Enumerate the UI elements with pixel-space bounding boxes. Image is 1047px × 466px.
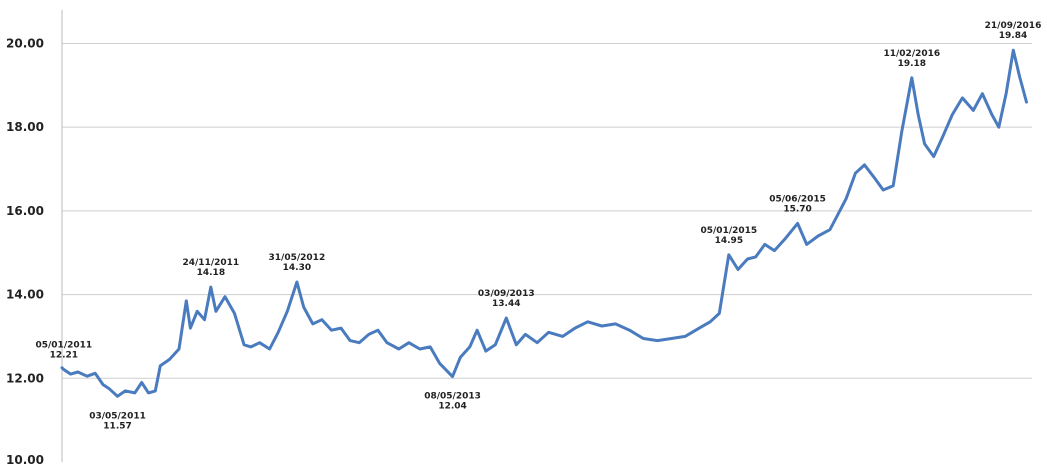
gridlines bbox=[62, 42, 1032, 379]
y-tick-label: 14.00 bbox=[6, 288, 44, 302]
annotation-value: 12.21 bbox=[50, 351, 78, 361]
annotation-value: 12.04 bbox=[438, 402, 466, 412]
annotation-value: 14.18 bbox=[197, 268, 225, 278]
annotation-value: 11.57 bbox=[103, 421, 131, 431]
y-tick-labels: 10.00 12.00 14.00 16.00 18.00 20.00 bbox=[6, 36, 44, 466]
annotation-date: 31/05/2012 bbox=[269, 253, 326, 263]
y-tick-label: 18.00 bbox=[6, 120, 44, 134]
annotation-value: 13.44 bbox=[492, 299, 520, 309]
annotation-date: 05/06/2015 bbox=[769, 194, 826, 204]
annotation-value: 14.95 bbox=[715, 236, 743, 246]
annotation-value: 19.18 bbox=[898, 59, 926, 69]
y-tick-label: 12.00 bbox=[6, 371, 44, 385]
annotation-date: 05/01/2015 bbox=[701, 226, 758, 236]
y-tick-label: 10.00 bbox=[6, 453, 44, 466]
series-line bbox=[60, 48, 1028, 398]
annotation-value: 19.84 bbox=[999, 31, 1027, 41]
annotation-date: 11/02/2016 bbox=[883, 49, 940, 59]
annotation-date: 24/11/2011 bbox=[183, 258, 240, 268]
annotation-date: 03/09/2013 bbox=[478, 289, 535, 299]
y-tick-label: 16.00 bbox=[6, 204, 44, 218]
y-tick-label: 20.00 bbox=[6, 36, 44, 50]
annotation-date: 21/09/2016 bbox=[985, 21, 1042, 31]
annotation-date: 03/05/2011 bbox=[89, 411, 146, 421]
annotation-date: 08/05/2013 bbox=[424, 392, 481, 402]
annotation-value: 15.70 bbox=[783, 204, 811, 214]
annotation-date: 05/01/2011 bbox=[35, 341, 92, 351]
annotation-value: 14.30 bbox=[283, 263, 311, 273]
